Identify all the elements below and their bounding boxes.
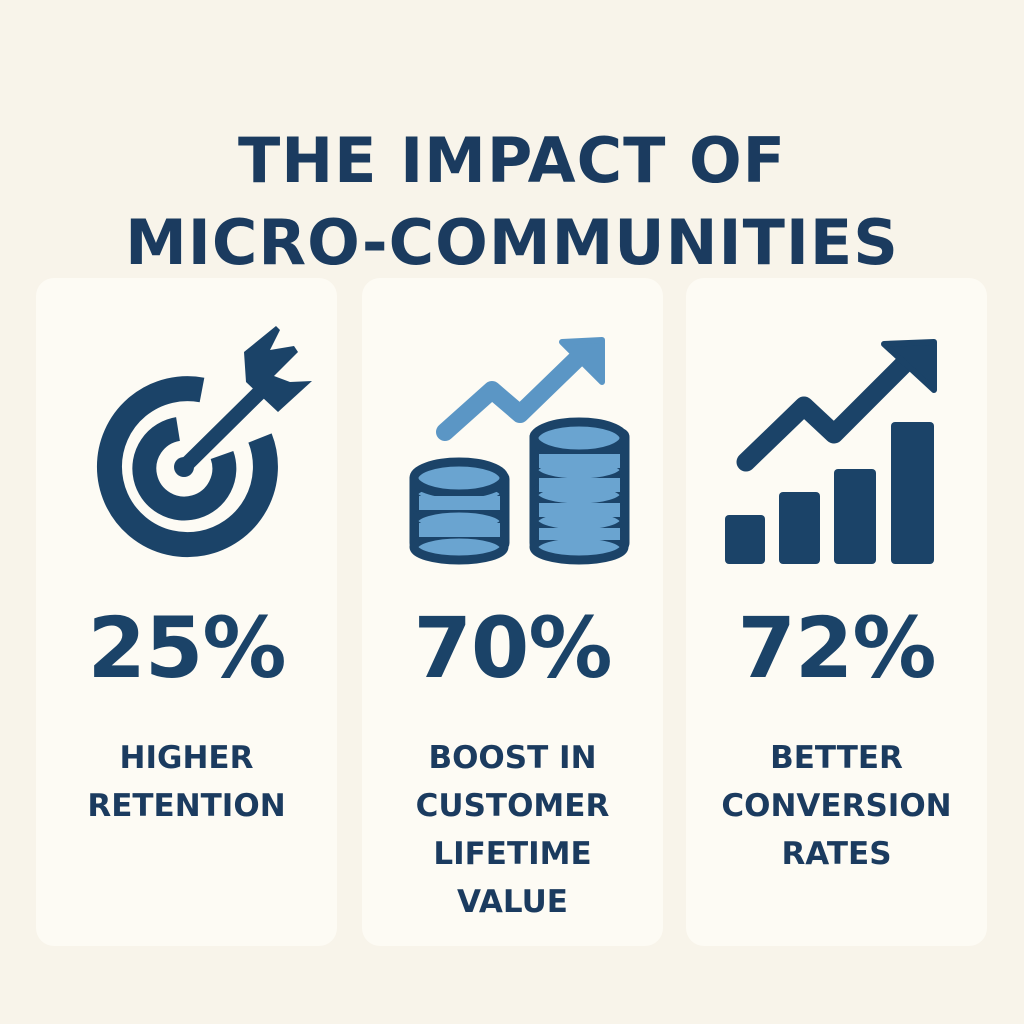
stat-card-retention: 25% HIGHER RETENTION [36,278,337,946]
label-line: LIFETIME [433,836,592,872]
stat-value: 70% [413,599,612,697]
title-line-2: MICRO-COMMUNITIES [125,205,899,279]
page-title: THE IMPACT OF MICRO-COMMUNITIES [0,120,1024,284]
label-line: CONVERSION [721,788,952,824]
stat-card-lifetime-value: 70% BOOST IN CUSTOMER LIFETIME VALUE [362,278,663,946]
stat-label: BOOST IN CUSTOMER LIFETIME VALUE [362,734,663,926]
label-line: BETTER [770,740,903,776]
label-line: BOOST IN [428,740,597,776]
stat-value: 25% [87,599,286,697]
stat-card-conversion: 72% BETTER CONVERSION RATES [686,278,987,946]
stat-label: HIGHER RETENTION [36,734,337,830]
stat-value: 72% [737,599,936,697]
stat-label: BETTER CONVERSION RATES [686,734,987,878]
bar-chart-growth-icon [686,278,987,588]
target-arrow-icon [36,278,337,588]
coins-growth-icon [362,278,663,588]
label-line: HIGHER [119,740,254,776]
label-line: RETENTION [87,788,286,824]
label-line: RATES [781,836,892,872]
label-line: CUSTOMER [415,788,610,824]
label-line: VALUE [457,884,568,920]
title-line-1: THE IMPACT OF [237,123,787,197]
